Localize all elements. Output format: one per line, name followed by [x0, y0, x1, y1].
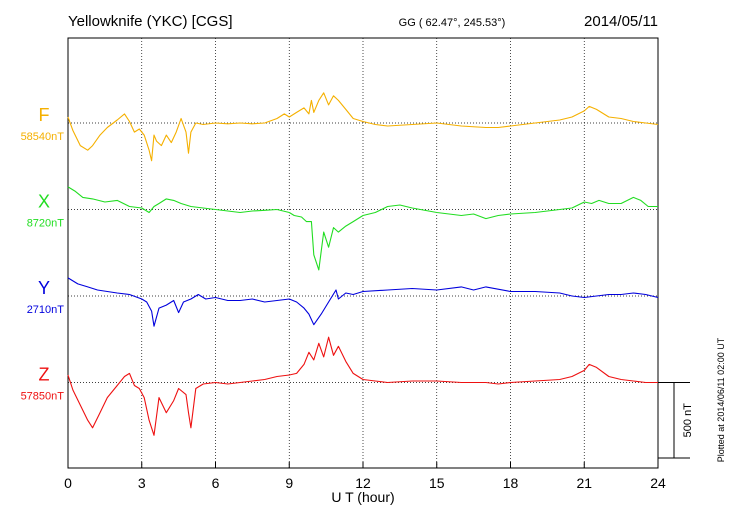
series-layer [67, 92, 659, 436]
plot-frame [67, 37, 659, 469]
x-axis-ticks: 0 3 6 9 12 15 18 21 24 [64, 462, 666, 491]
x-tick-label: 6 [212, 475, 220, 491]
baseline-value-f: 58540nT [21, 131, 65, 143]
baseline-value-y: 2710nT [27, 304, 65, 316]
scale-bar-label: 500 nT [682, 403, 694, 438]
x-tick-label: 18 [503, 475, 519, 491]
x-tick-label: 24 [650, 475, 666, 491]
series-line-x [67, 186, 658, 271]
x-tick-label: 0 [64, 475, 72, 491]
date-label: 2014/05/11 [584, 13, 658, 30]
series-line-f [67, 92, 659, 162]
x-tick-label: 9 [285, 475, 293, 491]
x-tick-label: 12 [355, 475, 371, 491]
coordinates-label: GG ( 62.47°, 245.53°) [399, 17, 506, 29]
series-name-y: Y [38, 278, 50, 298]
baseline-value-x: 8720nT [27, 218, 65, 230]
series-name-z: Z [39, 365, 50, 385]
x-tick-label: 21 [576, 475, 592, 491]
series-line-y [67, 277, 659, 327]
x-tick-label: 15 [429, 475, 445, 491]
station-title: Yellowknife (YKC) [CGS] [68, 13, 233, 30]
x-axis-label: U T (hour) [331, 489, 394, 505]
series-name-f: F [39, 105, 50, 125]
series-line-z [67, 336, 658, 436]
plotted-at-label: Plotted at 2014/06/11 02:00 UT [716, 337, 726, 462]
x-tick-label: 3 [138, 475, 146, 491]
baseline-value-z: 57850nT [21, 391, 65, 403]
series-labels: F 58540nT X 8720nT Y 2710nT Z 57850nT [21, 105, 65, 403]
series-name-x: X [38, 192, 50, 212]
grid-lines [68, 38, 658, 468]
scale-bar: 500 nT [658, 382, 694, 459]
